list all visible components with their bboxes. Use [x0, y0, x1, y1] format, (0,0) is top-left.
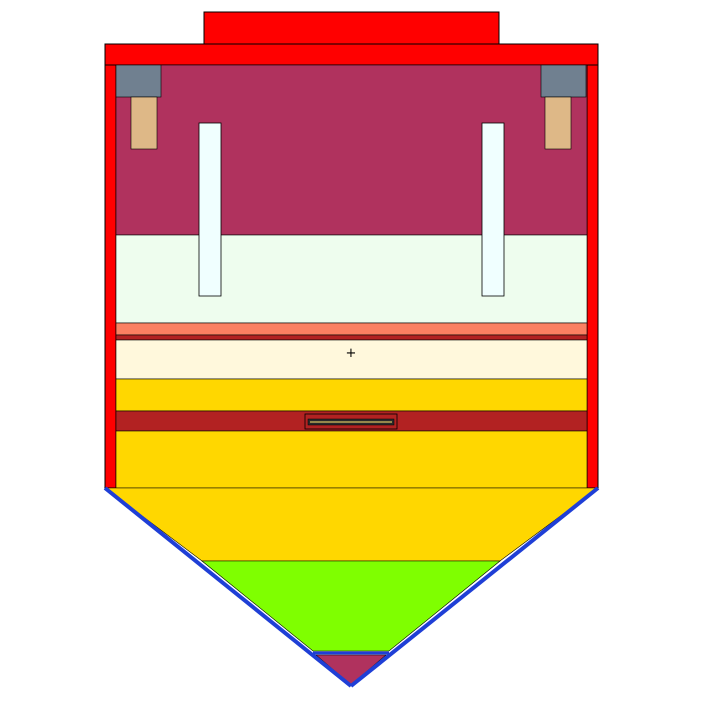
funnel-edge-right	[349, 486, 600, 688]
mint-layer	[115, 234, 588, 324]
corner-block-right	[540, 64, 587, 98]
salmon-strip	[115, 322, 588, 336]
right-wall	[586, 64, 599, 489]
dark-strip	[115, 334, 588, 341]
left-wall	[104, 64, 117, 489]
cream-layer	[115, 339, 588, 380]
gold-layer-middle	[115, 430, 588, 489]
rod-left	[198, 122, 222, 297]
top-rim	[104, 43, 599, 66]
rod-right	[481, 122, 505, 297]
corner-block-left	[115, 64, 162, 98]
center-marker: +	[346, 346, 357, 361]
tan-post-left	[130, 96, 158, 150]
gold-layer-upper	[115, 378, 588, 412]
plum-chamber	[115, 64, 588, 236]
funnel-lime	[201, 560, 501, 652]
funnel-tip	[315, 654, 387, 686]
top-cap	[203, 11, 500, 45]
funnel-edge-left	[103, 486, 353, 688]
tan-post-right	[544, 96, 572, 150]
